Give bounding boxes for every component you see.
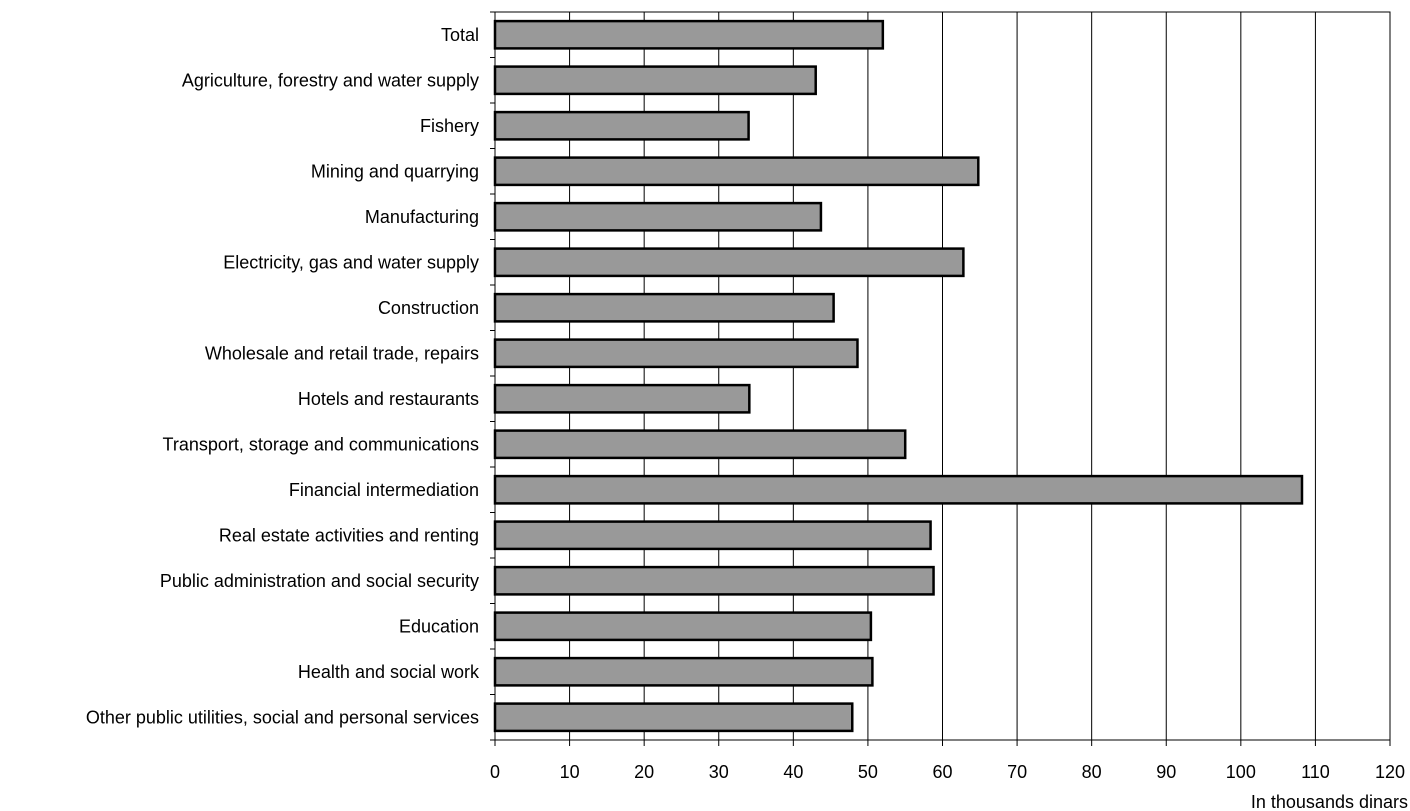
category-label: Public administration and social securit… — [160, 571, 479, 591]
x-tick-label: 20 — [634, 762, 654, 782]
category-label: Hotels and restaurants — [298, 389, 479, 409]
x-tick-label: 90 — [1156, 762, 1176, 782]
bar — [493, 656, 874, 687]
x-tick-label: 120 — [1375, 762, 1405, 782]
category-label: Agriculture, forestry and water supply — [182, 70, 479, 90]
category-label: Construction — [378, 298, 479, 318]
x-tick-label: 70 — [1007, 762, 1027, 782]
x-tick-label: 0 — [490, 762, 500, 782]
bar — [493, 19, 885, 50]
category-label: Education — [399, 616, 479, 636]
bar — [493, 201, 823, 232]
x-tick-label: 60 — [932, 762, 952, 782]
bar — [493, 474, 1304, 505]
category-label: Total — [441, 25, 479, 45]
bar — [493, 292, 835, 323]
category-label: Fishery — [420, 116, 479, 136]
x-axis-ticks: 0 10 20 30 40 50 60 70 80 90 100 110 120 — [490, 11, 1405, 782]
bar — [493, 383, 751, 414]
category-label: Wholesale and retail trade, repairs — [205, 343, 479, 363]
x-tick-label: 80 — [1082, 762, 1102, 782]
bars — [493, 19, 1304, 733]
category-label: Other public utilities, social and perso… — [86, 707, 479, 727]
category-label: Transport, storage and communications — [163, 434, 480, 454]
bar — [493, 611, 873, 642]
category-label: Manufacturing — [365, 207, 479, 227]
x-tick-label: 50 — [858, 762, 878, 782]
x-tick-label: 30 — [709, 762, 729, 782]
category-label: Mining and quarrying — [311, 161, 479, 181]
bar — [493, 156, 980, 187]
category-label: Financial intermediation — [289, 480, 479, 500]
bar — [493, 565, 935, 596]
bar — [493, 429, 907, 460]
x-axis-title: In thousands dinars — [1251, 792, 1408, 811]
x-tick-label: 40 — [783, 762, 803, 782]
bar — [493, 702, 854, 733]
bar — [493, 520, 932, 551]
category-label: Electricity, gas and water supply — [223, 252, 479, 272]
category-label: Health and social work — [298, 662, 480, 682]
bar — [493, 338, 859, 369]
x-tick-label: 110 — [1301, 762, 1330, 782]
bar — [493, 65, 817, 96]
bar — [493, 247, 965, 278]
category-label: Real estate activities and renting — [219, 525, 479, 545]
bar — [493, 110, 750, 141]
category-labels: Total Agriculture, forestry and water sup… — [86, 25, 480, 728]
x-tick-label: 10 — [560, 762, 580, 782]
x-tick-label: 100 — [1226, 762, 1256, 782]
